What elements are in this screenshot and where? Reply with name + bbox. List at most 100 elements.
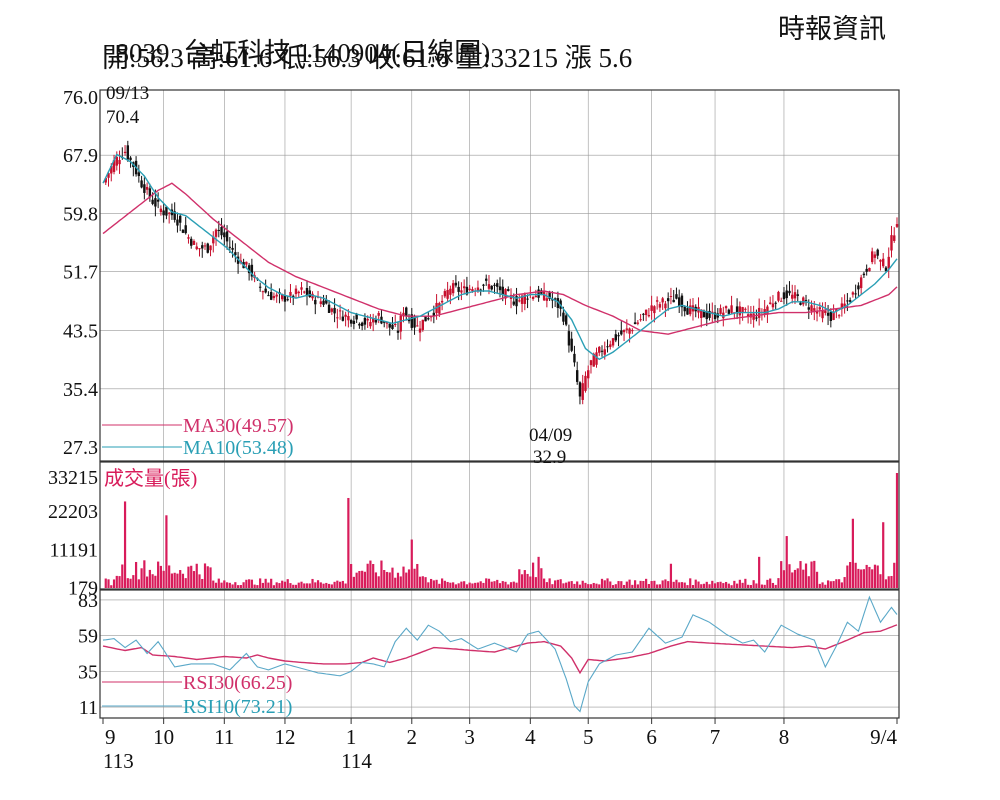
volume-bar	[573, 583, 576, 588]
volume-bar	[146, 576, 149, 588]
volume-bar	[868, 566, 871, 588]
ma10-line	[102, 153, 898, 361]
volume-bar	[735, 583, 739, 588]
volume-bar	[653, 580, 656, 588]
volume-bar	[107, 579, 110, 588]
candle-body	[520, 295, 524, 304]
volume-bar	[479, 581, 482, 588]
volume-bar	[322, 583, 325, 588]
volume-bar	[749, 585, 752, 588]
candle-body	[195, 246, 198, 250]
volume-bar	[802, 569, 805, 588]
volume-bar	[118, 576, 121, 588]
volume-bar	[507, 584, 510, 588]
candle-body	[846, 300, 849, 302]
candle-body	[799, 302, 802, 305]
volume-bar	[879, 574, 882, 588]
volume-bar	[565, 582, 568, 588]
candle-body	[785, 290, 788, 299]
candle-body	[780, 300, 783, 302]
volume-bar	[752, 580, 755, 588]
candle-body	[813, 308, 816, 311]
candle-body	[870, 251, 874, 263]
volume-bar	[380, 560, 383, 588]
volume-bar	[589, 584, 593, 588]
x-tick-label: 7	[710, 725, 721, 749]
candle-body	[650, 305, 653, 311]
candle-body	[686, 308, 689, 315]
candle-body	[438, 303, 441, 314]
candle-body	[264, 288, 267, 293]
candle-body	[231, 247, 234, 250]
volume-bar	[639, 580, 642, 588]
candle-body	[402, 312, 405, 317]
volume-bar	[327, 583, 331, 588]
candle-body	[399, 315, 402, 332]
volume-bar	[518, 569, 521, 588]
volume-bar	[625, 581, 628, 588]
volume-bar	[722, 583, 725, 588]
candle-body	[487, 284, 491, 289]
candle-body	[104, 177, 107, 183]
volume-bar	[112, 579, 116, 588]
volume-bar	[529, 576, 532, 588]
volume-bar	[319, 582, 322, 588]
volume-bar	[402, 566, 405, 588]
candle-body	[620, 330, 623, 335]
candle-body	[531, 297, 535, 299]
candle-body	[449, 288, 452, 295]
volume-bar	[148, 569, 151, 588]
candle-body	[162, 210, 165, 216]
candle-body	[562, 312, 565, 322]
candle-body	[644, 309, 648, 316]
candle-body	[581, 383, 584, 400]
volume-bar	[705, 581, 708, 588]
candle-body	[289, 291, 292, 296]
volume-bar	[234, 582, 237, 588]
stock-code: 8039	[115, 38, 170, 68]
volume-bar	[708, 584, 711, 588]
volume-bar	[543, 578, 546, 588]
candle-body	[537, 289, 540, 298]
volume-bar	[303, 583, 306, 588]
volume-bar	[338, 581, 342, 588]
volume-bar	[584, 582, 587, 588]
candle-body	[782, 292, 786, 300]
volume-bar	[316, 580, 320, 588]
candlesticks	[104, 140, 899, 405]
volume-bar	[115, 575, 118, 588]
price-tick-label: 43.5	[63, 321, 98, 343]
candle-body	[603, 349, 606, 355]
volume-bar	[628, 579, 631, 588]
rsi10-legend-name: RSI10	[183, 696, 234, 718]
candle-body	[283, 295, 287, 302]
ma10-legend-name: MA10	[183, 437, 235, 459]
volume-bar	[719, 581, 722, 588]
candle-body	[722, 312, 725, 319]
ma10-legend: MA10(53.48)	[183, 437, 294, 459]
volume-bars	[104, 473, 899, 588]
volume-bar	[154, 575, 157, 588]
volume-bar	[110, 585, 113, 588]
volume-bar	[526, 573, 529, 588]
candle-body	[837, 315, 841, 317]
volume-bar	[123, 501, 127, 588]
volume-bar	[551, 584, 554, 588]
candle-body	[738, 306, 742, 316]
volume-bar	[832, 581, 835, 588]
volume-bar	[559, 579, 562, 588]
volume-bar	[606, 578, 609, 588]
volume-tick-label: 179	[68, 577, 98, 599]
volume-bar	[857, 568, 860, 588]
candle-body	[178, 215, 182, 223]
volume-bar	[766, 579, 769, 588]
candle-body	[631, 330, 634, 332]
candle-body	[826, 312, 830, 316]
candle-body	[545, 298, 549, 301]
volume-bar	[363, 571, 367, 588]
volume-bar	[468, 582, 471, 588]
volume-bar	[350, 564, 353, 588]
source-label: 時報資訊	[778, 14, 886, 44]
candle-body	[184, 225, 187, 234]
